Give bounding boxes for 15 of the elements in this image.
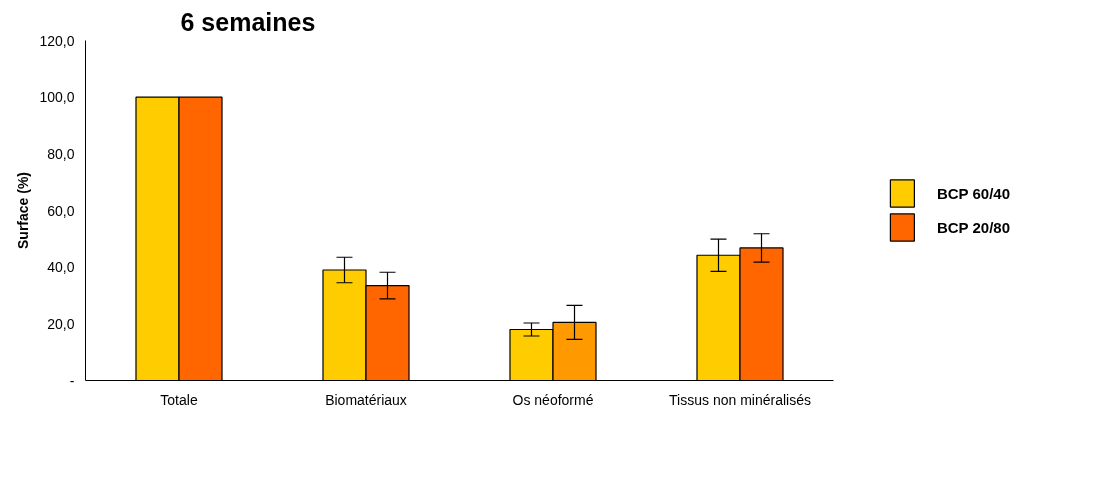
y-tick-label: 100,0: [39, 89, 75, 106]
y-tick-label: 80,0: [47, 145, 75, 162]
legend-label: BCP 20/80: [936, 218, 1010, 236]
y-tick-label: 120,0: [39, 32, 75, 49]
chart-title: 6 semaines: [180, 7, 316, 36]
y-tick-label: 40,0: [47, 259, 75, 276]
y-tick-label: -: [69, 372, 75, 389]
legend-label: BCP 60/40: [936, 184, 1010, 202]
y-tick-label: 60,0: [47, 202, 75, 219]
y-axis-title: Surface (%): [15, 171, 32, 250]
x-tick-label: Os néoformé: [512, 391, 594, 408]
y-tick-label: 20,0: [47, 315, 75, 332]
x-tick-label: Totale: [160, 391, 198, 408]
x-tick-label: Tissus non minéralisés: [669, 391, 811, 408]
x-tick-label: Biomatériaux: [325, 391, 407, 408]
